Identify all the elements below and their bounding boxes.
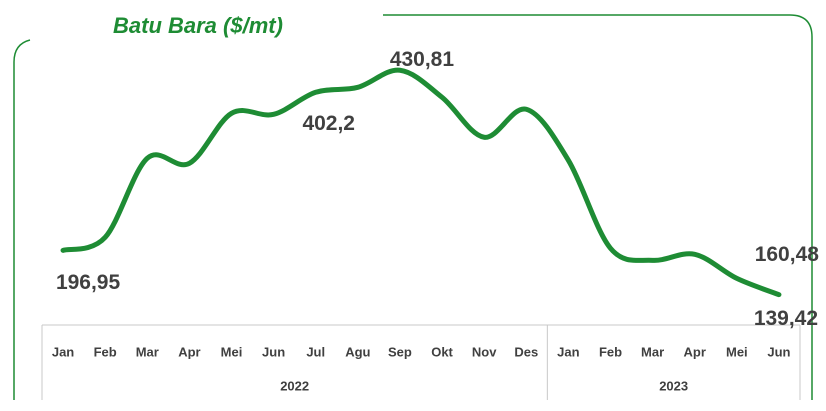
data-label: 160,48 <box>755 243 820 266</box>
x-tick-label: Sep <box>388 344 412 359</box>
x-tick-label: Apr <box>178 344 200 359</box>
x-tick-label: Mei <box>221 344 243 359</box>
x-tick-label: Feb <box>599 344 622 359</box>
x-tick-label: Nov <box>472 344 497 359</box>
x-tick-label: Jan <box>52 344 74 359</box>
group-label: 2022 <box>280 378 309 393</box>
data-label: 196,95 <box>56 271 121 294</box>
x-tick-label: Jan <box>557 344 579 359</box>
frame <box>13 14 813 400</box>
x-tick-label: Mei <box>726 344 748 359</box>
x-tick-label: Okt <box>431 344 453 359</box>
data-label: 139,42 <box>754 307 818 330</box>
x-tick-label: Jul <box>306 344 325 359</box>
x-tick-label: Agu <box>345 344 370 359</box>
chart-title: Batu Bara ($/mt) <box>113 13 283 38</box>
line <box>60 67 782 298</box>
x-tick-label: Mar <box>136 344 159 359</box>
data-label: 402,2 <box>302 112 355 135</box>
x-tick-label: Des <box>514 344 538 359</box>
x-tick-label: Jun <box>262 344 285 359</box>
data-label: 430,81 <box>390 48 455 71</box>
x-tick-label: Mar <box>641 344 664 359</box>
group-label: 2023 <box>659 378 688 393</box>
x-tick-label: Jun <box>767 344 790 359</box>
x-tick-label: Apr <box>684 344 706 359</box>
x-tick-label: Feb <box>94 344 117 359</box>
